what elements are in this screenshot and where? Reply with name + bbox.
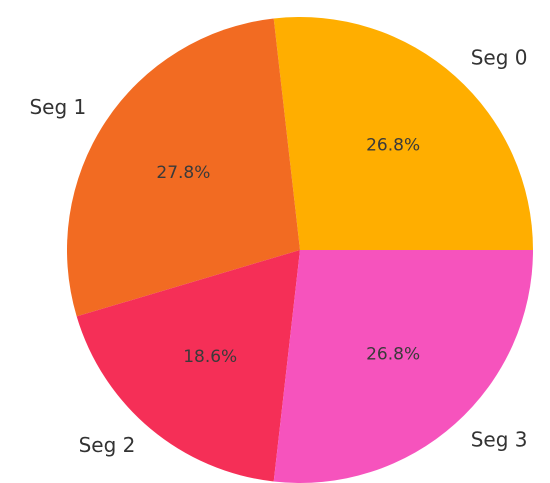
pie-category-label: Seg 0 bbox=[471, 45, 528, 69]
pie-category-label: Seg 3 bbox=[471, 428, 528, 452]
pie-category-label: Seg 2 bbox=[79, 433, 136, 457]
pie-pct-label: 26.8% bbox=[366, 344, 420, 364]
pie-slice-seg-1 bbox=[66, 18, 300, 317]
pie-pct-label: 27.8% bbox=[156, 163, 210, 183]
pie-pct-label: 18.6% bbox=[183, 347, 237, 367]
pie-labels: 26.8% Seg 0 27.8% Seg 1 18.6% Seg 2 26.8% Seg 3 bbox=[29, 45, 527, 457]
pie-category-label: Seg 1 bbox=[29, 95, 86, 119]
pie-slice-seg-2 bbox=[76, 250, 300, 482]
pie-pct-label: 26.8% bbox=[366, 136, 420, 156]
pie-slice-seg-3 bbox=[273, 250, 533, 483]
pie-slice-seg-0 bbox=[273, 16, 533, 250]
pie-slices bbox=[66, 16, 533, 483]
